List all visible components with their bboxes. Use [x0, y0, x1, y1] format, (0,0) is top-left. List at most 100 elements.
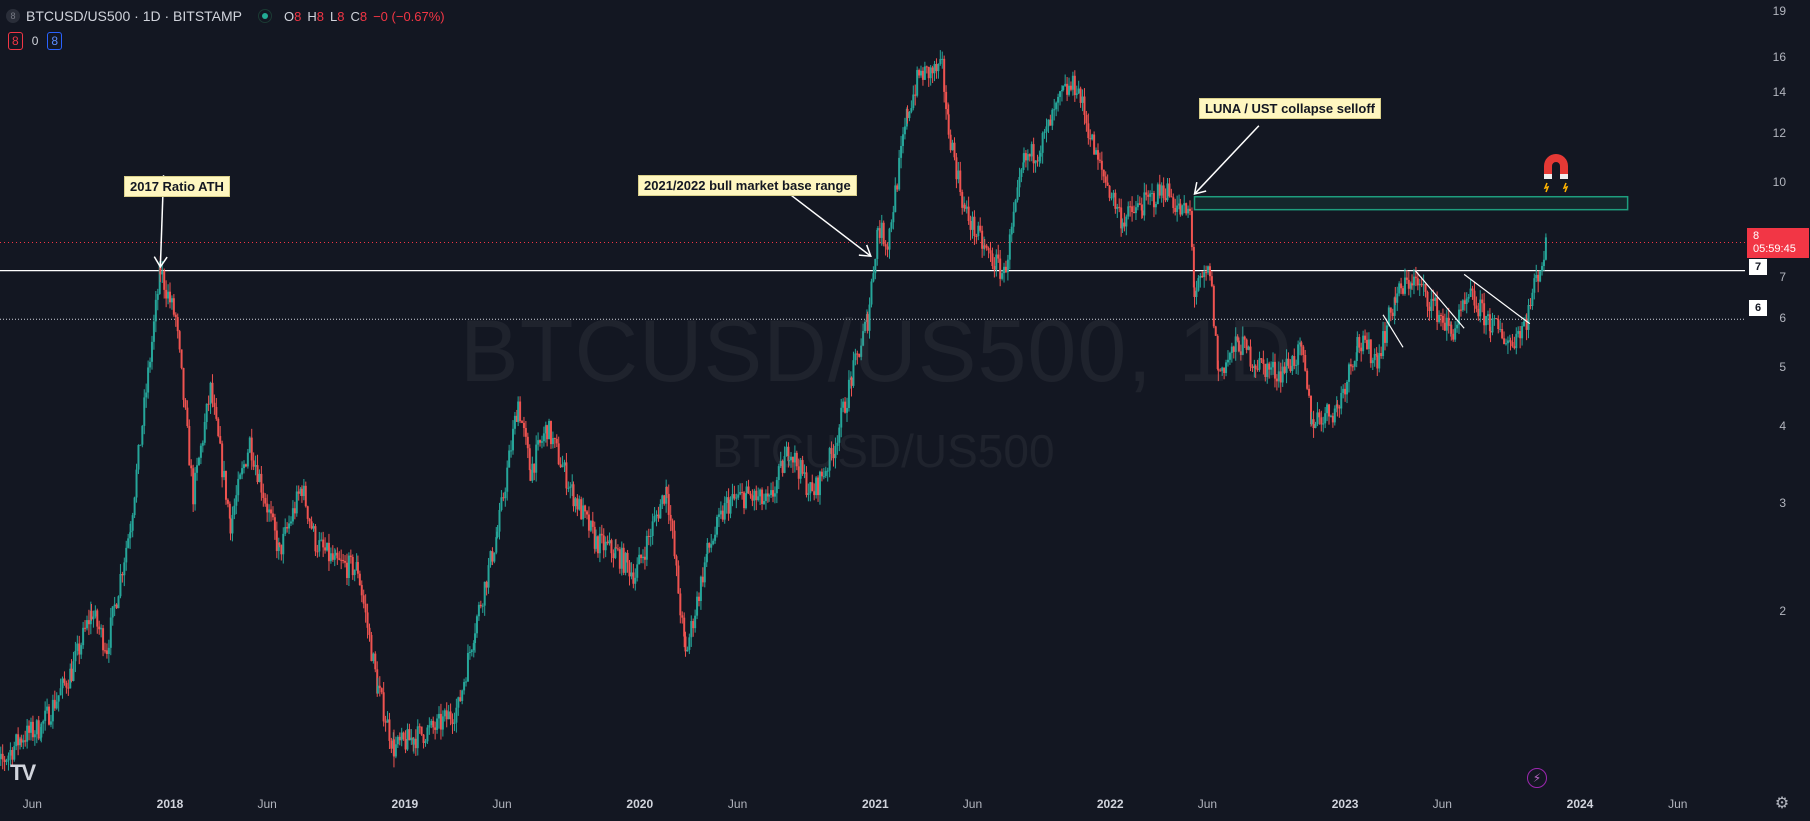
candle-body — [888, 228, 891, 250]
candle — [587, 506, 590, 538]
candle-body — [846, 408, 849, 413]
candle — [1069, 81, 1072, 92]
level-6-label: 6 — [1749, 300, 1767, 316]
candle-body — [878, 228, 881, 238]
candle-body — [874, 258, 877, 274]
candle-body — [15, 734, 18, 747]
y-tick-label: 16 — [1772, 49, 1786, 64]
candle — [1396, 286, 1399, 312]
gear-icon[interactable]: ⚙ — [1774, 795, 1790, 812]
candle-body — [1024, 153, 1027, 161]
candle-body — [939, 58, 942, 64]
candle-body — [1277, 371, 1280, 382]
candle — [1085, 110, 1088, 132]
candle-body — [1185, 203, 1188, 214]
candle-body — [759, 489, 762, 497]
candle — [1014, 198, 1017, 213]
candle — [498, 502, 501, 540]
candle-body — [1028, 154, 1031, 157]
candle — [731, 483, 734, 507]
candle-body — [1089, 138, 1092, 140]
candle-body — [28, 725, 31, 733]
candle-body — [1283, 366, 1286, 373]
candle — [931, 65, 934, 84]
candle — [1336, 400, 1339, 417]
candle — [96, 608, 99, 634]
candle-body — [688, 637, 691, 650]
candle-body — [1497, 318, 1500, 330]
candle-body — [661, 495, 664, 505]
y-tick-label: 5 — [1779, 359, 1786, 374]
candle-body — [1450, 324, 1453, 334]
candle-body — [993, 266, 996, 270]
candle-body — [145, 392, 148, 398]
candle — [147, 360, 150, 399]
symbol-logo-icon[interactable]: 8 — [6, 9, 20, 23]
note-2017-ath[interactable]: 2017 Ratio ATH — [124, 176, 230, 197]
candle-body — [669, 514, 672, 521]
candle — [380, 687, 383, 695]
candle — [993, 257, 996, 278]
candle — [326, 542, 329, 552]
candle — [1295, 359, 1298, 374]
candle-body — [364, 603, 367, 613]
candle — [510, 440, 513, 458]
candle — [500, 490, 503, 512]
candle-body — [1156, 184, 1159, 205]
candle — [735, 493, 738, 509]
lightning-icon[interactable]: ⚡ — [1527, 768, 1547, 788]
candle-body — [1316, 412, 1319, 425]
candle-body — [1380, 353, 1383, 357]
candle — [327, 533, 330, 571]
candle — [336, 547, 339, 565]
candle — [688, 633, 691, 655]
candle-body — [799, 460, 802, 479]
note-luna-collapse[interactable]: LUNA / UST collapse selloff — [1199, 98, 1381, 119]
tradingview-logo[interactable]: TV — [10, 760, 36, 785]
candle — [824, 466, 827, 478]
candle-body — [1529, 305, 1532, 307]
buy-badge[interactable]: 8 — [47, 32, 63, 50]
candle — [455, 698, 458, 733]
candle-body — [842, 401, 845, 408]
candle — [1326, 402, 1329, 422]
candle — [1328, 403, 1331, 425]
candle-body — [376, 685, 379, 694]
candle — [102, 624, 105, 657]
candle — [1369, 339, 1372, 368]
candle-body — [1030, 144, 1033, 157]
candle — [697, 592, 700, 607]
candle — [1405, 270, 1408, 284]
x-tick-label: Jun — [1432, 797, 1452, 811]
candle-body — [923, 66, 926, 80]
candle-body — [513, 415, 516, 429]
candle — [548, 418, 551, 440]
symbol-title[interactable]: BTCUSD/US500 · 1D · BITSTAMP — [26, 8, 243, 24]
candle — [358, 570, 361, 586]
candle — [860, 338, 863, 361]
candle-body — [266, 503, 269, 513]
sell-badge[interactable]: 8 — [8, 32, 23, 50]
candle-body — [551, 438, 554, 445]
candle — [235, 485, 238, 515]
y-tick-label: 14 — [1772, 85, 1786, 100]
candle-body — [239, 474, 242, 479]
candle-body — [470, 650, 473, 653]
market-status-icon[interactable] — [258, 9, 273, 23]
candle — [406, 723, 409, 751]
candle-body — [147, 367, 150, 393]
candle — [836, 435, 839, 455]
candle-body — [791, 456, 794, 463]
candle-body — [807, 493, 810, 495]
candle — [675, 554, 678, 577]
candle — [87, 609, 90, 636]
candle-body — [5, 760, 8, 762]
candle — [143, 389, 146, 435]
magnet-icon[interactable] — [1538, 150, 1574, 196]
candle-body — [659, 504, 662, 519]
candle-body — [943, 58, 946, 92]
candle — [1038, 150, 1041, 167]
note-base-range[interactable]: 2021/2022 bull market base range — [638, 175, 857, 196]
candle-body — [626, 552, 629, 563]
